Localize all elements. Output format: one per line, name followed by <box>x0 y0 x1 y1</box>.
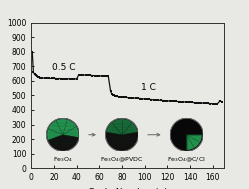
Circle shape <box>170 118 203 151</box>
Text: Fe$_3$O$_4$@C/Cl: Fe$_3$O$_4$@C/Cl <box>167 155 206 164</box>
Y-axis label: Capacity (mA h g⁻¹): Capacity (mA h g⁻¹) <box>0 57 1 133</box>
Wedge shape <box>107 119 137 135</box>
Wedge shape <box>48 135 78 150</box>
Wedge shape <box>47 119 79 140</box>
Text: Fe$_3$O$_4$@PVDC: Fe$_3$O$_4$@PVDC <box>100 155 144 164</box>
Text: 1 C: 1 C <box>141 83 156 92</box>
X-axis label: Cycle Number (n): Cycle Number (n) <box>88 188 168 189</box>
Circle shape <box>46 118 79 151</box>
Text: Fe$_3$O$_4$: Fe$_3$O$_4$ <box>53 155 73 164</box>
Wedge shape <box>187 135 202 150</box>
Circle shape <box>105 118 138 151</box>
Text: 0.5 C: 0.5 C <box>52 64 75 72</box>
